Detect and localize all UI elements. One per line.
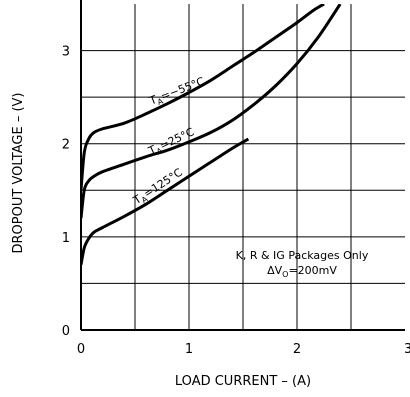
- y-tick-label: 2: [62, 138, 70, 153]
- series-label-2: TA=125°C: [130, 166, 186, 210]
- series-label-sub: A: [155, 146, 164, 157]
- annotation-delta-vo: ΔVO=200mV: [267, 264, 337, 279]
- x-tick-label: 0: [77, 342, 85, 357]
- annotation-delta-vo-sub: O: [282, 270, 288, 279]
- series-label-sub: A: [156, 96, 165, 107]
- y-tick-label: 3: [62, 45, 70, 60]
- annotation-packages: K, R & IG Packages Only: [236, 249, 369, 262]
- series-line-0: [81, 4, 325, 191]
- x-tick-label: 1: [185, 342, 193, 357]
- annotation-delta-vo-post: =200mV: [288, 264, 337, 277]
- annotation-delta-vo-pre: ΔV: [267, 264, 283, 277]
- series-line-2: [81, 137, 250, 266]
- curves: TA=−55°CTA=25°CTA=125°C: [81, 4, 342, 266]
- x-axis-label: LOAD CURRENT – (A): [175, 374, 311, 389]
- grid: [80, 0, 405, 331]
- series-label-0: TA=−55°C: [147, 75, 208, 110]
- series-label-sub: A: [140, 194, 150, 205]
- y-tick-label: 1: [62, 231, 70, 246]
- y-tick-label: 0: [62, 324, 70, 339]
- x-tick-label: 3: [404, 342, 410, 357]
- tick-labels: 0 1 2 3 0 1 2 3: [62, 45, 410, 357]
- series-label-rest: =−55°C: [159, 75, 207, 104]
- y-axis-label: DROPOUT VOLTAGE – (V): [11, 93, 26, 254]
- series-line-1: [81, 4, 342, 219]
- x-tick-label: 2: [293, 342, 301, 357]
- series-label-rest: =25°C: [158, 125, 197, 152]
